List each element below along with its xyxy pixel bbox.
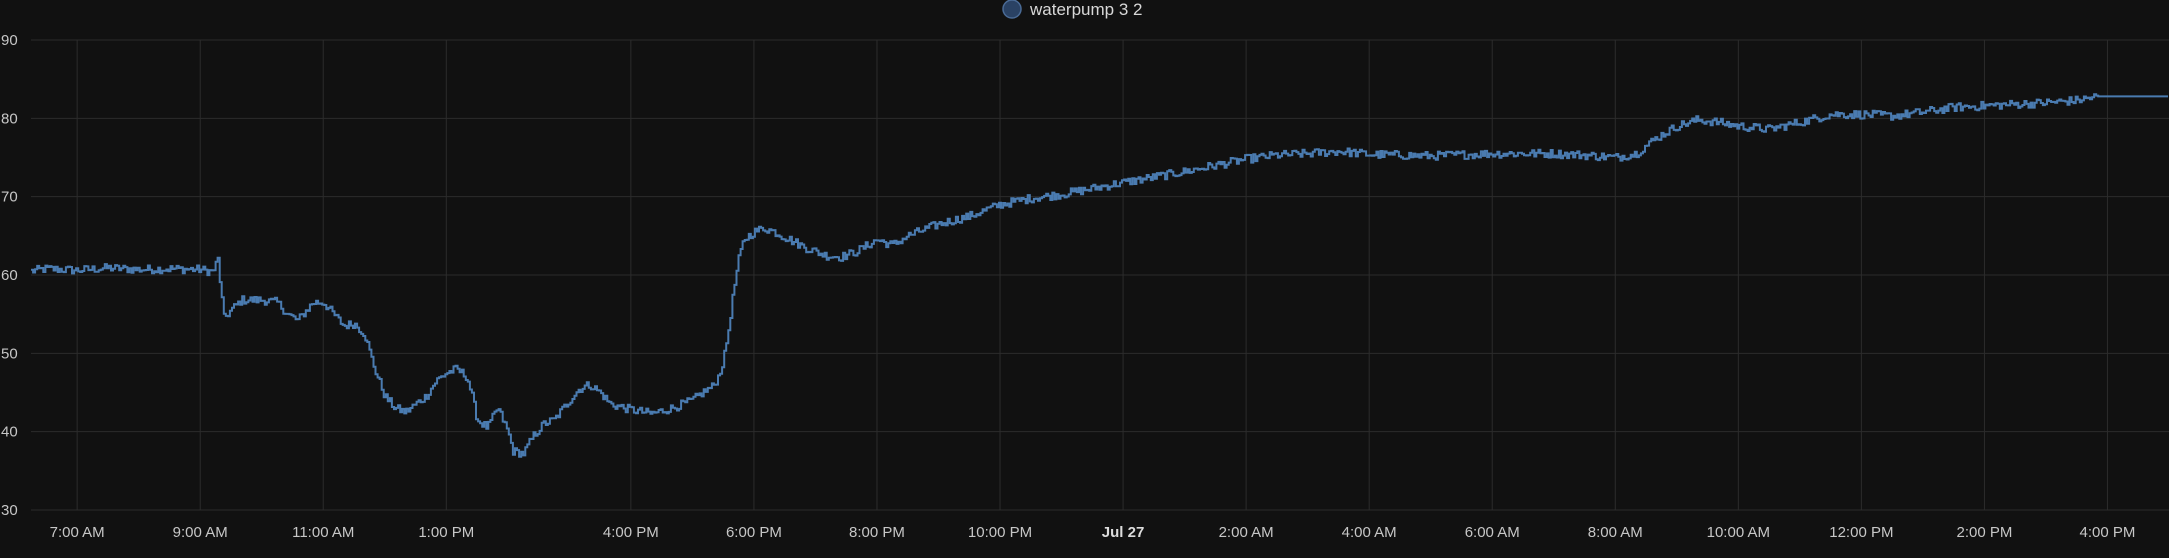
y-tick-label: 60 (1, 267, 18, 284)
y-tick-label: 70 (1, 189, 18, 206)
x-tick-label: 6:00 AM (1465, 524, 1520, 541)
x-tick-label: 1:00 PM (418, 524, 474, 541)
x-gridlines (76, 40, 2108, 510)
x-tick-label: Jul 27 (1102, 524, 1145, 541)
x-tick-label: 4:00 PM (2080, 524, 2136, 541)
x-tick-label: 2:00 PM (1956, 524, 2012, 541)
x-tick-label: 4:00 AM (1342, 524, 1397, 541)
x-tick-label: 7:00 AM (50, 524, 105, 541)
y-tick-label: 90 (1, 32, 18, 49)
series-line[interactable] (31, 93, 2168, 458)
x-axis-labels: 7:00 AM 9:00 AM 11:00 AM 1:00 PM 4:00 PM 6:00… (50, 524, 2136, 541)
x-tick-label: 8:00 AM (1588, 524, 1643, 541)
x-tick-label: 10:00 PM (968, 524, 1032, 541)
x-tick-label: 10:00 AM (1707, 524, 1770, 541)
y-axis-labels: 30 40 50 60 70 80 90 (1, 32, 18, 519)
x-tick-label: 4:00 PM (603, 524, 659, 541)
y-tick-label: 80 (1, 110, 18, 127)
legend-swatch[interactable] (1002, 0, 1022, 19)
y-tick-label: 30 (1, 502, 18, 519)
y-tick-label: 50 (1, 345, 18, 362)
legend-label[interactable]: waterpump 3 2 (1029, 0, 1142, 19)
x-tick-label: 6:00 PM (726, 524, 782, 541)
series-layer (31, 93, 2168, 458)
x-tick-label: 8:00 PM (849, 524, 905, 541)
x-tick-label: 11:00 AM (292, 524, 354, 541)
x-tick-label: 9:00 AM (173, 524, 228, 541)
legend[interactable]: waterpump 3 2 (1002, 0, 1142, 19)
y-tick-label: 40 (1, 424, 18, 441)
x-tick-label: 12:00 PM (1829, 524, 1893, 541)
x-tick-label: 2:00 AM (1219, 524, 1274, 541)
